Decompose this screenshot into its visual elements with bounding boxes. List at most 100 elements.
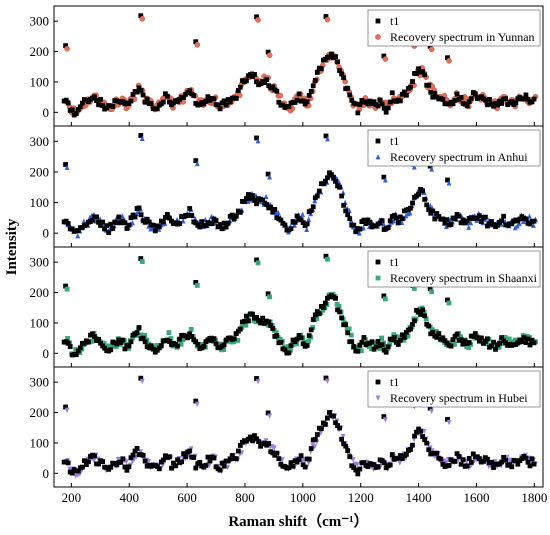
t1-point xyxy=(331,413,336,419)
t1-point xyxy=(248,195,253,201)
recovery-point xyxy=(243,322,249,328)
t1-point xyxy=(418,428,424,434)
t1-point xyxy=(106,230,112,236)
t1-point xyxy=(450,337,456,343)
recovery-point xyxy=(354,461,360,468)
t1-point xyxy=(529,337,535,343)
t1-point xyxy=(379,101,385,107)
t1-point xyxy=(312,436,318,442)
t1-point xyxy=(132,448,138,454)
t1-point xyxy=(355,348,361,354)
legend-marker-recovery xyxy=(375,395,381,401)
t1-point xyxy=(483,214,488,220)
t1-point xyxy=(100,103,106,108)
recovery-point xyxy=(325,136,330,142)
t1-point xyxy=(337,309,342,315)
t1-point xyxy=(312,78,318,83)
t1-point xyxy=(377,220,383,226)
t1-point xyxy=(399,332,405,338)
x-tick-label: 600 xyxy=(177,490,197,505)
t1-point xyxy=(365,101,371,107)
t1-point xyxy=(351,344,357,349)
y-tick-label: 0 xyxy=(43,346,50,361)
t1-point xyxy=(476,338,482,344)
t1-point xyxy=(205,94,211,100)
recovery-point xyxy=(255,379,261,385)
recovery-point xyxy=(139,135,145,141)
t1-point xyxy=(185,213,191,218)
legend-marker-recovery xyxy=(375,154,381,160)
t1-point xyxy=(399,456,405,461)
t1-point xyxy=(108,347,114,353)
t1-point xyxy=(250,311,255,317)
t1-point xyxy=(422,437,428,443)
recovery-point xyxy=(312,198,318,204)
t1-point xyxy=(90,331,95,337)
t1-point xyxy=(420,188,426,194)
t1-point xyxy=(181,451,187,457)
t1-point xyxy=(503,340,509,346)
t1-point xyxy=(63,404,68,410)
t1-point xyxy=(410,321,415,327)
t1-point xyxy=(416,191,421,197)
y-axis-title: Intensity xyxy=(4,218,20,275)
t1-point xyxy=(221,98,227,104)
t1-point xyxy=(197,224,203,230)
t1-point xyxy=(126,464,132,470)
t1-point xyxy=(408,205,413,211)
recovery-point xyxy=(148,226,154,232)
t1-point xyxy=(268,204,274,210)
t1-point xyxy=(195,342,201,347)
recovery-point xyxy=(235,337,241,343)
t1-point xyxy=(193,280,199,285)
recovery-point xyxy=(64,407,70,413)
recovery-point xyxy=(265,322,271,328)
t1-point xyxy=(458,337,464,343)
t1-point xyxy=(422,313,428,319)
recovery-point xyxy=(429,408,435,415)
recovery-point xyxy=(500,341,506,346)
t1-point xyxy=(104,223,110,229)
t1-point xyxy=(270,450,276,456)
t1-point xyxy=(472,331,478,337)
t1-point xyxy=(260,197,266,203)
t1-point xyxy=(138,212,144,218)
t1-point xyxy=(286,465,292,471)
t1-point xyxy=(79,464,85,470)
t1-point xyxy=(308,208,314,214)
recovery-point xyxy=(377,346,382,351)
t1-point xyxy=(460,217,466,223)
t1-point xyxy=(244,313,249,319)
t1-point xyxy=(211,96,217,102)
recovery-point xyxy=(512,337,518,343)
t1-point xyxy=(126,343,132,349)
t1-point xyxy=(499,335,505,340)
recovery-point xyxy=(138,332,143,338)
x-tick-label: 1800 xyxy=(521,490,547,505)
t1-point xyxy=(464,103,470,109)
recovery-point xyxy=(346,326,352,332)
t1-point xyxy=(213,341,219,347)
y-tick-label: 200 xyxy=(30,164,50,179)
t1-point xyxy=(136,325,142,330)
t1-point xyxy=(173,463,178,469)
t1-point xyxy=(521,335,527,340)
t1-point xyxy=(65,460,71,466)
t1-point xyxy=(221,220,227,226)
t1-point xyxy=(96,336,101,342)
recovery-point xyxy=(198,342,204,347)
t1-point xyxy=(325,415,330,421)
recovery-point xyxy=(466,345,472,351)
t1-point xyxy=(491,465,496,470)
t1-point xyxy=(144,96,150,102)
t1-point xyxy=(73,352,79,358)
t1-point xyxy=(345,212,351,218)
legend-marker-recovery xyxy=(375,275,381,281)
t1-point xyxy=(320,305,326,310)
t1-point xyxy=(458,220,464,226)
t1-point xyxy=(187,448,193,454)
t1-point xyxy=(138,87,144,93)
t1-point xyxy=(397,453,403,458)
t1-point xyxy=(347,454,353,460)
recovery-point xyxy=(64,286,70,292)
